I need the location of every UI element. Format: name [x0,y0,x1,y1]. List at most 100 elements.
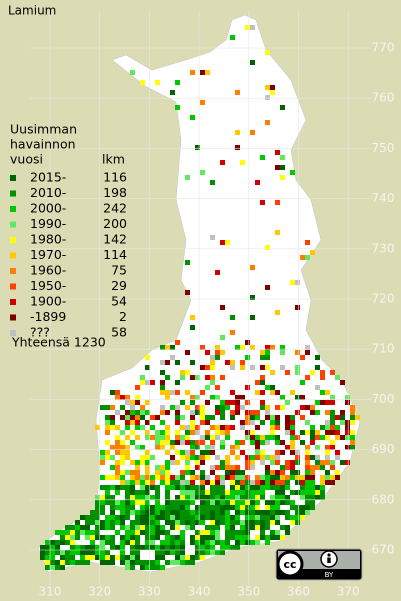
grid-square [105,485,110,490]
grid-square [230,35,235,40]
grid-square [240,405,245,410]
grid-square [185,555,190,560]
grid-square [175,550,180,555]
grid-square [280,470,285,475]
grid-square [280,465,285,470]
grid-square [155,440,160,445]
grid-square [290,450,295,455]
grid-square [90,510,95,515]
grid-square [255,485,260,490]
grid-square [275,415,280,420]
grid-square [215,430,220,435]
grid-square [225,535,230,540]
grid-square [240,395,245,400]
grid-square [210,355,215,360]
grid-square [195,465,200,470]
grid-square [270,520,275,525]
grid-square [165,425,170,430]
grid-square [155,80,160,85]
grid-square [255,390,260,395]
grid-square [245,455,250,460]
grid-square [65,560,70,565]
grid-square [275,165,280,170]
grid-square [250,510,255,515]
grid-square [295,505,300,510]
grid-square [135,520,140,525]
grid-square [200,415,205,420]
grid-square [95,500,100,505]
grid-square [195,510,200,515]
grid-square [100,520,105,525]
grid-square [275,470,280,475]
grid-square [270,460,275,465]
grid-square [135,525,140,530]
grid-square [115,395,120,400]
grid-square [235,500,240,505]
grid-square [275,425,280,430]
grid-square [250,60,255,65]
grid-square [325,410,330,415]
grid-square [140,445,145,450]
grid-square [260,440,265,445]
grid-square [145,475,150,480]
grid-square [145,470,150,475]
grid-square [120,440,125,445]
grid-square [210,510,215,515]
grid-square [135,425,140,430]
grid-square [210,360,215,365]
grid-square [175,535,180,540]
legend-title: vuosi [10,152,43,167]
grid-square [245,510,250,515]
grid-square [135,415,140,420]
grid-square [265,245,270,250]
y-tick-label: 760 [372,91,395,105]
observation-layer [40,25,360,570]
grid-square [125,410,130,415]
grid-square [240,525,245,530]
legend-count-header: lkm [102,152,125,167]
legend-count: 114 [103,247,127,262]
grid-square [195,520,200,525]
x-tick-label: 370 [337,585,360,599]
grid-square [300,415,305,420]
x-tick-label: 350 [237,585,260,599]
grid-square [200,485,205,490]
grid-square [255,540,260,545]
grid-square [265,410,270,415]
grid-square [115,515,120,520]
grid-square [140,455,145,460]
grid-square [285,500,290,505]
grid-square [305,455,310,460]
grid-square [255,435,260,440]
grid-square [255,510,260,515]
legend-count: 29 [111,278,127,293]
grid-square [245,480,250,485]
grid-square [330,445,335,450]
grid-square [130,405,135,410]
grid-square [165,520,170,525]
grid-square [155,430,160,435]
grid-square [220,405,225,410]
grid-square [140,525,145,530]
grid-square [130,565,135,570]
grid-square [235,480,240,485]
grid-square [85,515,90,520]
grid-square [90,515,95,520]
grid-square [340,420,345,425]
grid-square [225,240,230,245]
grid-square [200,510,205,515]
grid-square [245,340,250,345]
grid-square [230,470,235,475]
grid-square [200,550,205,555]
grid-square [110,560,115,565]
grid-square [160,525,165,530]
grid-square [320,460,325,465]
grid-square [310,250,315,255]
grid-square [245,505,250,510]
grid-square [165,435,170,440]
grid-square [105,500,110,505]
grid-square [45,540,50,545]
grid-square [165,545,170,550]
grid-square [220,480,225,485]
